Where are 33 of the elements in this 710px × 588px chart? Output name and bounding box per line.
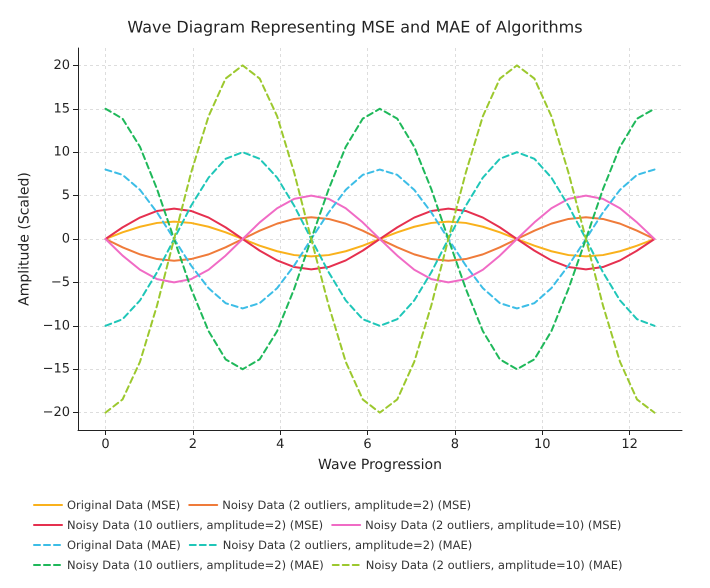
y-tick-label: 20 [53, 58, 70, 73]
x-tick-label: 2 [188, 437, 197, 452]
chart-title: Wave Diagram Representing MSE and MAE of Algorithms [127, 18, 583, 36]
legend-label: Original Data (MAE) [67, 538, 181, 552]
x-tick-label: 0 [101, 437, 110, 452]
legend-label: Original Data (MSE) [67, 498, 180, 512]
y-tick-label: 15 [53, 101, 70, 116]
y-tick-label: 5 [62, 188, 70, 204]
y-axis-title: Amplitude (Scaled) [16, 172, 33, 306]
y-tick-label: −5 [50, 274, 70, 290]
legend-label: Noisy Data (2 outliers, amplitude=2) (MSE) [222, 498, 472, 512]
line-series [104, 108, 656, 370]
legend-label: Noisy Data (10 outliers, amplitude=2) (MAE) [67, 558, 324, 572]
legend-label: Noisy Data (2 outliers, amplitude=10) (MSE) [365, 518, 622, 532]
x-axis-title: Wave Progression [318, 457, 442, 473]
line-series [104, 194, 656, 284]
x-tick-label: 4 [276, 437, 284, 452]
y-tick-label: −15 [42, 362, 70, 377]
x-tick-label: 6 [363, 437, 372, 452]
legend-label: Noisy Data (10 outliers, amplitude=2) (MSE) [67, 518, 324, 532]
y-tick-label: −10 [42, 318, 70, 334]
line-series [104, 168, 656, 310]
line-series [104, 151, 656, 327]
y-tick-label: 10 [53, 144, 70, 160]
x-tick-label: 12 [621, 437, 638, 452]
legend-label: Noisy Data (2 outliers, amplitude=2) (MAE) [222, 538, 472, 552]
y-tick-label: −20 [42, 405, 70, 420]
legend-label: Noisy Data (2 outliers, amplitude=10) (MAE) [366, 558, 622, 572]
line-series [104, 64, 656, 414]
y-tick-label: 0 [62, 232, 70, 246]
line-series [104, 208, 656, 270]
x-tick-label: 8 [450, 437, 460, 452]
x-tick-label: 10 [534, 437, 551, 452]
